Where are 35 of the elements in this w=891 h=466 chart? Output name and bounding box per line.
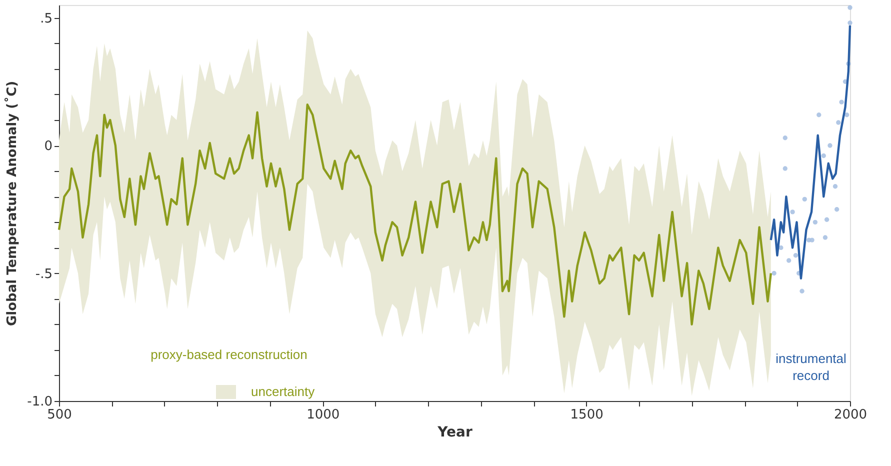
text: proxy-based reconstruction: [150, 347, 308, 362]
x-tick-label: 2000: [834, 408, 868, 422]
text: instrumental record: [776, 351, 847, 383]
point: [782, 136, 788, 140]
y-axis-title: Global Temperature Anomaly (˚C): [4, 80, 20, 326]
y-tick-label: .5: [40, 11, 52, 26]
point: [816, 112, 822, 118]
point: [810, 238, 814, 242]
point: [836, 120, 841, 125]
y-tick-label: 0: [44, 139, 52, 154]
point: [800, 288, 804, 294]
point: [786, 258, 792, 263]
point: [828, 143, 832, 148]
x-tick-label: 1500: [570, 408, 604, 422]
x-tick-label: 1000: [306, 408, 340, 422]
point: [839, 100, 844, 104]
point: [821, 153, 826, 158]
point: [844, 112, 850, 118]
point: [848, 20, 852, 26]
point: [782, 166, 788, 171]
point: [834, 207, 840, 212]
x-tick-label: 500: [47, 408, 72, 422]
point: [832, 184, 838, 189]
y-tick-label: -1.0: [27, 394, 52, 410]
point: [812, 220, 818, 224]
point: [802, 196, 807, 202]
point: [790, 210, 795, 214]
annotation: uncertainty: [251, 384, 316, 399]
point: [793, 253, 798, 258]
point: [824, 217, 830, 222]
y-tick-label: -.5: [35, 266, 52, 282]
point: [848, 5, 852, 10]
x-axis-title: Year: [436, 424, 472, 440]
point: [822, 235, 828, 240]
point: [772, 270, 776, 276]
